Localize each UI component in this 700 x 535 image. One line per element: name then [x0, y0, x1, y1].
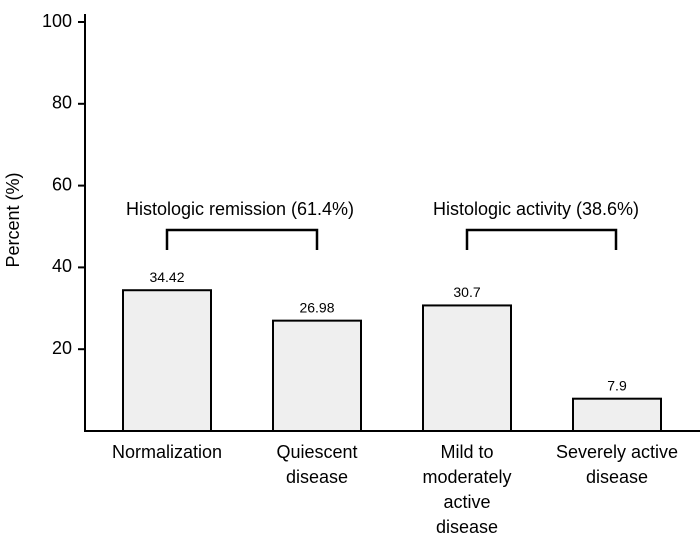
y-tick-label: 80: [52, 93, 72, 113]
bar: [272, 319, 362, 432]
bar: [122, 289, 212, 432]
x-tick-label: Mild to moderately active disease: [422, 442, 512, 535]
annotation: Histologic remission (61.4%): [126, 199, 354, 219]
value-label: 34.42: [149, 269, 184, 285]
x-tick-label: Quiescent disease: [276, 442, 358, 487]
x-tick-label: Normalization: [111, 442, 223, 462]
y-tick-label: 100: [42, 11, 72, 31]
bracket: [465, 228, 618, 250]
annotation: Histologic activity (38.6%): [433, 199, 639, 219]
bar: [572, 397, 662, 432]
y-axis-label: Percent (%): [3, 172, 23, 267]
y-tick-label: 20: [52, 338, 72, 358]
y-tick-label: 60: [52, 174, 72, 194]
value-label: 26.98: [299, 299, 334, 315]
value-label: 7.9: [607, 377, 627, 393]
bar: [422, 304, 512, 433]
bracket: [165, 228, 319, 250]
x-tick-label: Severely active disease: [555, 442, 679, 487]
value-label: 30.7: [453, 284, 480, 300]
y-tick-label: 40: [52, 256, 72, 276]
